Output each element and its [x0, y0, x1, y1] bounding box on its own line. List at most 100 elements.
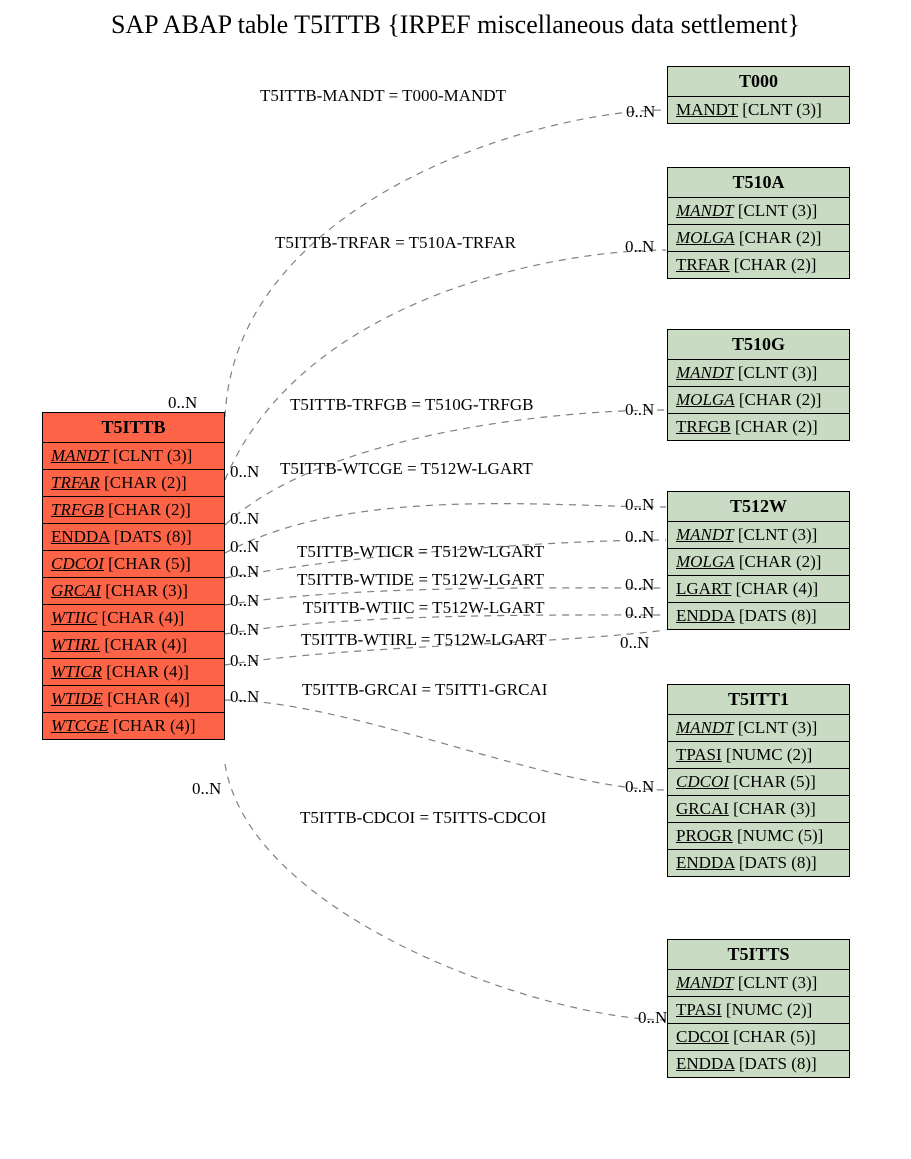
field-row: TRFGB [CHAR (2)] — [43, 497, 224, 524]
cardinality-src: 0..N — [192, 779, 221, 799]
entity-header: T512W — [668, 492, 849, 522]
field-name: MANDT — [676, 363, 734, 382]
field-row: MANDT [CLNT (3)] — [668, 970, 849, 997]
field-name: ENDDA — [51, 527, 110, 546]
field-name: TPASI — [676, 1000, 722, 1019]
field-name: PROGR — [676, 826, 733, 845]
field-row: ENDDA [DATS (8)] — [668, 603, 849, 629]
edge-label: T5ITTB-GRCAI = T5ITT1-GRCAI — [302, 680, 547, 700]
relationship-edge — [225, 250, 666, 480]
field-row: ENDDA [DATS (8)] — [43, 524, 224, 551]
field-name: ENDDA — [676, 853, 735, 872]
field-name: TRFGB — [51, 500, 104, 519]
entity-t510a: T510AMANDT [CLNT (3)]MOLGA [CHAR (2)] TRF… — [667, 167, 850, 279]
entity-t5itt1: T5ITT1MANDT [CLNT (3)]TPASI [NUMC (2)]CD… — [667, 684, 850, 877]
field-row: GRCAI [CHAR (3)] — [43, 578, 224, 605]
field-name: LGART — [676, 579, 731, 598]
field-name: TRFAR — [676, 255, 730, 274]
cardinality-dst: 0..N — [625, 527, 654, 547]
entity-header: T5ITTS — [668, 940, 849, 970]
field-row: TRFGB [CHAR (2)] — [668, 414, 849, 440]
field-row: ENDDA [DATS (8)] — [668, 850, 849, 876]
entity-header: T510G — [668, 330, 849, 360]
cardinality-src: 0..N — [230, 462, 259, 482]
field-row: WTIIC [CHAR (4)] — [43, 605, 224, 632]
field-row: PROGR [NUMC (5)] — [668, 823, 849, 850]
field-row: GRCAI [CHAR (3)] — [668, 796, 849, 823]
field-row: MANDT [CLNT (3)] — [668, 360, 849, 387]
field-name: MOLGA — [676, 228, 735, 247]
entity-header: T000 — [668, 67, 849, 97]
cardinality-dst: 0..N — [625, 495, 654, 515]
field-name: WTIIC — [51, 608, 97, 627]
diagram-title: SAP ABAP table T5ITTB {IRPEF miscellaneo… — [0, 10, 911, 40]
edge-label: T5ITTB-TRFAR = T510A-TRFAR — [275, 233, 516, 253]
entity-header: T5ITT1 — [668, 685, 849, 715]
cardinality-src: 0..N — [230, 509, 259, 529]
entity-header: T510A — [668, 168, 849, 198]
field-name: MANDT — [51, 446, 109, 465]
edge-label: T5ITTB-TRFGB = T510G-TRFGB — [290, 395, 534, 415]
relationship-edge — [225, 764, 666, 1020]
field-name: MANDT — [676, 525, 734, 544]
field-name: ENDDA — [676, 606, 735, 625]
field-name: CDCOI — [51, 554, 104, 573]
cardinality-dst: 0..N — [625, 575, 654, 595]
cardinality-dst: 0..N — [625, 400, 654, 420]
field-row: MANDT [CLNT (3)] — [668, 97, 849, 123]
cardinality-src: 0..N — [230, 620, 259, 640]
edge-label: T5ITTB-WTIRL = T512W-LGART — [301, 630, 547, 650]
edge-label: T5ITTB-WTCGE = T512W-LGART — [280, 459, 533, 479]
field-row: MANDT [CLNT (3)] — [668, 522, 849, 549]
field-name: GRCAI — [51, 581, 101, 600]
field-name: WTICR — [51, 662, 102, 681]
field-name: WTCGE — [51, 716, 109, 735]
field-row: LGART [CHAR (4)] — [668, 576, 849, 603]
entity-t5ittb: T5ITTBMANDT [CLNT (3)]TRFAR [CHAR (2)]TR… — [42, 412, 225, 740]
field-row: TPASI [NUMC (2)] — [668, 997, 849, 1024]
field-row: ENDDA [DATS (8)] — [668, 1051, 849, 1077]
field-row: MANDT [CLNT (3)] — [668, 198, 849, 225]
entity-t5itts: T5ITTSMANDT [CLNT (3)]TPASI [NUMC (2)]CD… — [667, 939, 850, 1078]
cardinality-src: 0..N — [230, 591, 259, 611]
entity-t000: T000MANDT [CLNT (3)] — [667, 66, 850, 124]
field-row: MANDT [CLNT (3)] — [43, 443, 224, 470]
edge-label: T5ITTB-MANDT = T000-MANDT — [260, 86, 506, 106]
cardinality-src: 0..N — [230, 687, 259, 707]
field-name: CDCOI — [676, 1027, 729, 1046]
field-name: TRFGB — [676, 417, 731, 436]
cardinality-src: 0..N — [168, 393, 197, 413]
field-row: MOLGA [CHAR (2)] — [668, 387, 849, 414]
field-row: MOLGA [CHAR (2)] — [668, 225, 849, 252]
field-name: ENDDA — [676, 1054, 735, 1073]
field-row: CDCOI [CHAR (5)] — [668, 1024, 849, 1051]
cardinality-dst: 0..N — [625, 603, 654, 623]
cardinality-dst: 0..N — [620, 633, 649, 653]
field-row: WTIDE [CHAR (4)] — [43, 686, 224, 713]
edge-label: T5ITTB-WTICR = T512W-LGART — [297, 542, 544, 562]
field-name: GRCAI — [676, 799, 729, 818]
field-name: MANDT — [676, 718, 734, 737]
cardinality-dst: 0..N — [638, 1008, 667, 1028]
field-name: CDCOI — [676, 772, 729, 791]
field-name: MANDT — [676, 973, 734, 992]
cardinality-dst: 0..N — [625, 237, 654, 257]
relationship-edge — [225, 110, 666, 417]
field-row: WTCGE [CHAR (4)] — [43, 713, 224, 739]
field-name: WTIRL — [51, 635, 100, 654]
entity-t512w: T512WMANDT [CLNT (3)]MOLGA [CHAR (2)]LGA… — [667, 491, 850, 630]
field-name: WTIDE — [51, 689, 103, 708]
edge-label: T5ITTB-WTIDE = T512W-LGART — [297, 570, 544, 590]
field-name: MANDT — [676, 100, 738, 119]
entity-header: T5ITTB — [43, 413, 224, 443]
field-name: TPASI — [676, 745, 722, 764]
cardinality-src: 0..N — [230, 651, 259, 671]
entity-t510g: T510GMANDT [CLNT (3)]MOLGA [CHAR (2)]TRF… — [667, 329, 850, 441]
edge-label: T5ITTB-WTIIC = T512W-LGART — [303, 598, 544, 618]
cardinality-dst: 0..N — [625, 777, 654, 797]
cardinality-src: 0..N — [230, 537, 259, 557]
field-row: MOLGA [CHAR (2)] — [668, 549, 849, 576]
field-name: MANDT — [676, 201, 734, 220]
field-row: TPASI [NUMC (2)] — [668, 742, 849, 769]
field-row: CDCOI [CHAR (5)] — [668, 769, 849, 796]
